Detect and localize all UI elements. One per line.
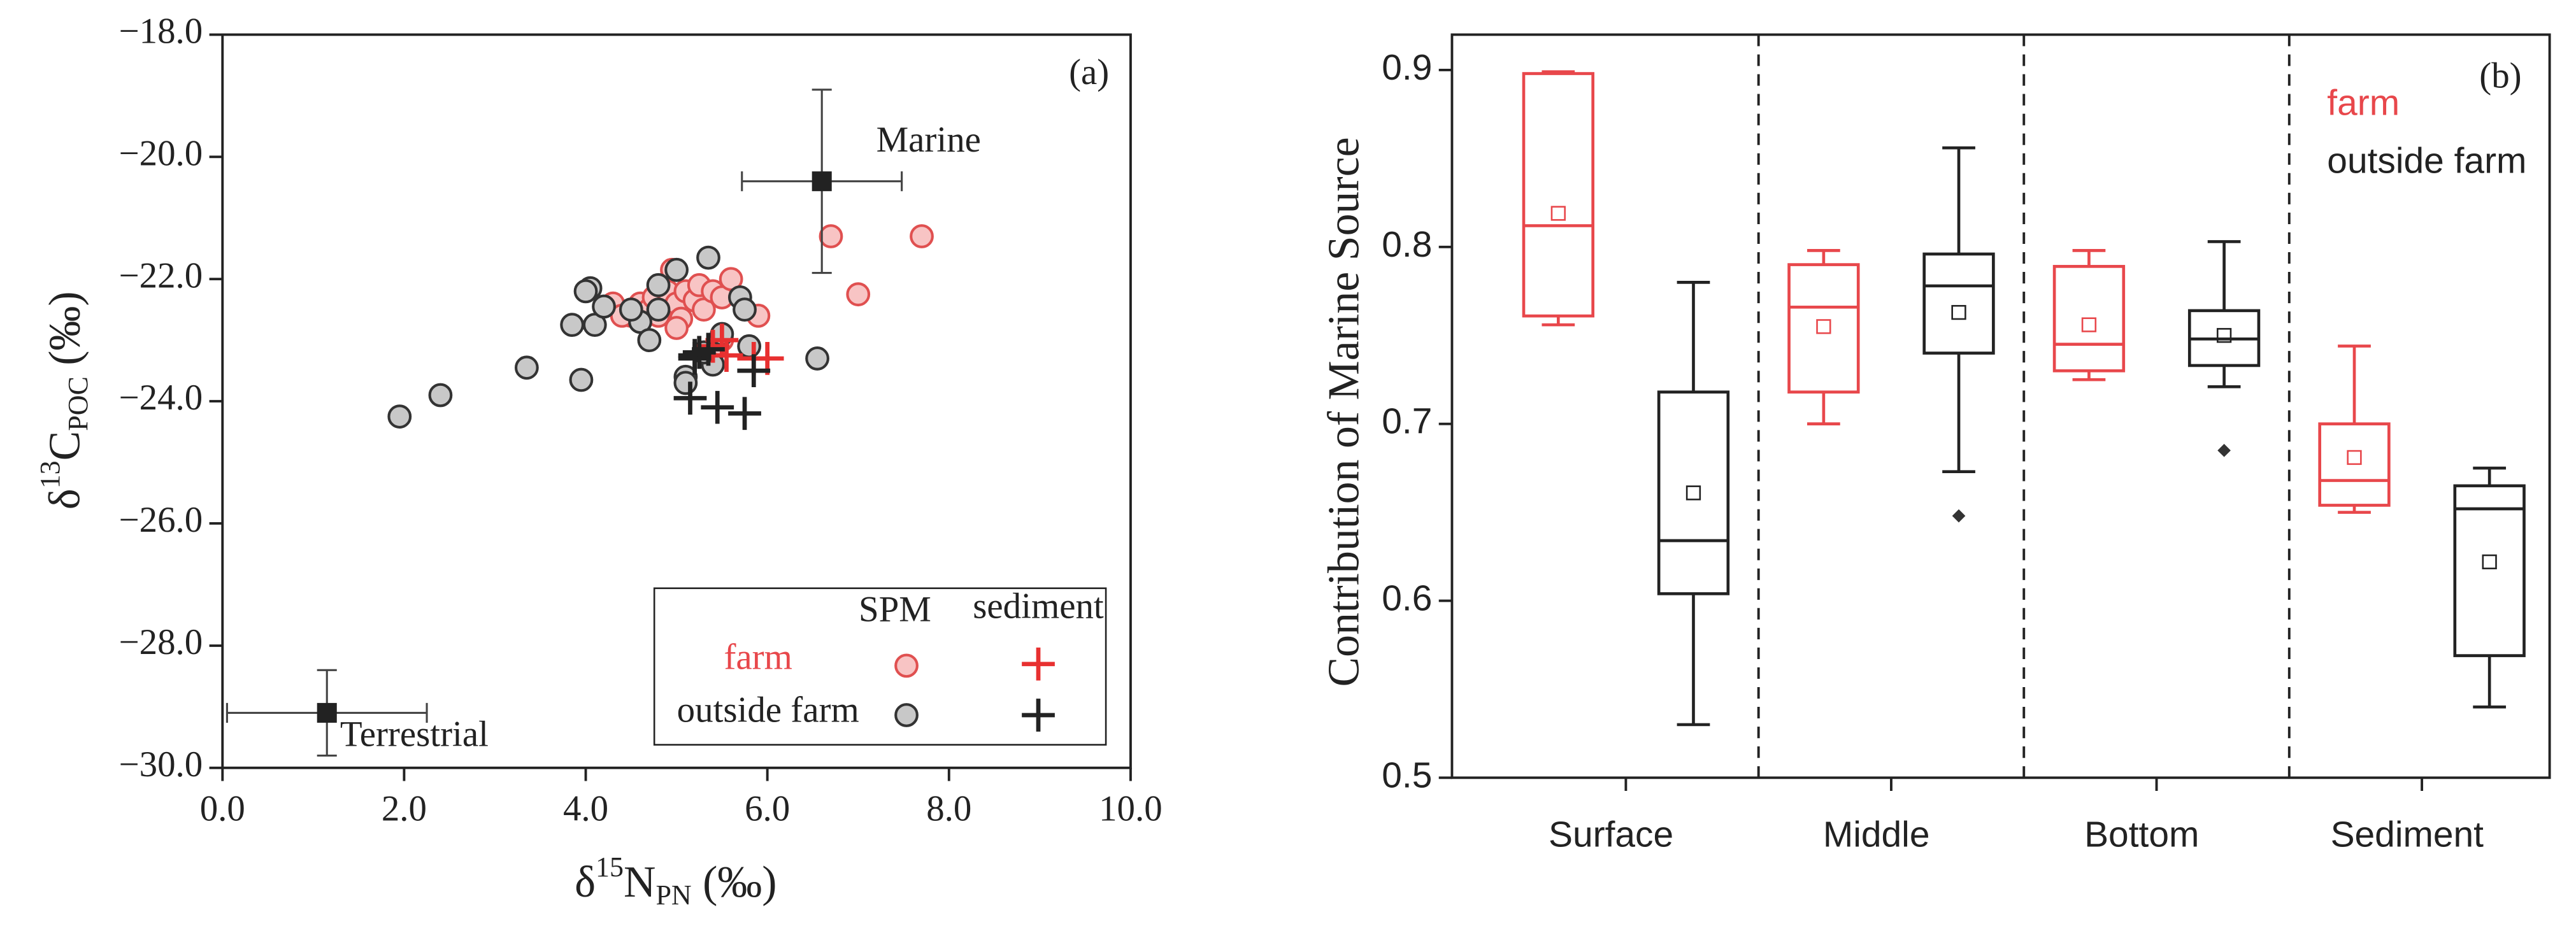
scatter-point [728, 397, 761, 430]
box [2453, 484, 2526, 657]
x-tick-label: Bottom [2084, 814, 2199, 855]
y-axis-label: δ13CPOC (‰) [34, 291, 94, 509]
legend-row: farm [724, 637, 792, 678]
panel-a: (a) SPM sediment farm outside farm δ15NP… [34, 11, 1163, 911]
legend-marker [1022, 647, 1055, 681]
label-part: (‰) [692, 858, 777, 907]
scatter-point [673, 371, 698, 395]
y-tick-label: 0.6 [1382, 578, 1432, 619]
outlier [2217, 443, 2231, 457]
label-part: 15 [596, 851, 624, 883]
panel-b: (b) Contribution of Marine Source 0.5 0.6… [1319, 33, 2551, 855]
scatter-point [701, 390, 734, 424]
panel-label: (b) [2479, 55, 2521, 96]
legend-marker [894, 653, 919, 678]
mean [1550, 206, 1566, 221]
label-part: PN [655, 879, 691, 911]
y-tick-label: −30.0 [119, 744, 203, 785]
box [1657, 390, 1730, 595]
y-axis-label: Contribution of Marine Source [1319, 137, 1368, 686]
end-member [812, 171, 832, 192]
x-tick-label: 6.0 [745, 789, 790, 829]
mean [1951, 304, 1966, 320]
y-tick-label: 0.5 [1382, 755, 1432, 795]
mean [2081, 317, 2097, 332]
box [1522, 72, 1594, 318]
x-tick-label: Sediment [2331, 814, 2484, 855]
label-part: δ [41, 488, 90, 509]
y-tick-label: 0.7 [1382, 401, 1432, 442]
mean [2347, 450, 2362, 466]
x-tick-label: 2.0 [382, 789, 427, 829]
scatter-point [710, 339, 743, 373]
scatter-point [805, 346, 829, 371]
x-tick-label: 8.0 [926, 789, 971, 829]
legend-label: farm [2327, 83, 2400, 124]
scatter-point [619, 297, 643, 322]
scatter-point [387, 404, 412, 429]
x-tick-label: 0.0 [200, 789, 245, 829]
scatter-point [846, 282, 871, 307]
annotation: Terrestrial [340, 714, 489, 754]
mean [1685, 485, 1701, 501]
y-tick-label: −24.0 [119, 378, 203, 418]
x-tick-label: Middle [1823, 814, 1930, 855]
panel-label: (a) [1069, 52, 1109, 92]
y-tick-label: −18.0 [119, 11, 203, 51]
label-part: N [624, 858, 655, 907]
legend-marker [1022, 699, 1055, 732]
legend-label: outside farm [2327, 140, 2526, 181]
legend-column: SPM [859, 590, 931, 630]
scatter-point [637, 328, 662, 353]
scatter-point [569, 367, 594, 392]
label-part: POC [62, 376, 94, 431]
x-tick-label: 10.0 [1099, 789, 1163, 829]
legend-marker [894, 703, 919, 727]
x-tick-label: Surface [1549, 814, 1673, 855]
scatter-point [819, 224, 843, 248]
scatter-point [573, 279, 598, 304]
scatter-point [910, 224, 934, 248]
end-member [317, 702, 337, 723]
label-part: δ [575, 858, 596, 907]
label-part: 13 [34, 460, 66, 488]
scatter-point [664, 257, 689, 282]
scatter-point [673, 381, 707, 415]
scatter-point [646, 297, 671, 322]
x-axis-label: δ15NPN (‰) [575, 851, 776, 911]
scatter-point [514, 355, 539, 380]
y-tick-label: −26.0 [119, 500, 203, 540]
scatter-point [560, 313, 585, 338]
scatter-point [733, 297, 757, 322]
box [1787, 263, 1860, 394]
y-tick-label: −20.0 [119, 133, 203, 173]
scatter-point [737, 354, 771, 387]
mean [2482, 554, 2497, 569]
scatter-point [592, 294, 616, 319]
legend-box [653, 587, 1107, 746]
y-tick-label: 0.8 [1382, 224, 1432, 265]
scatter-point [664, 316, 689, 340]
scatter-point [696, 245, 720, 270]
box [1922, 252, 1995, 355]
y-tick-label: 0.9 [1382, 47, 1432, 88]
scatter-point [428, 383, 453, 408]
y-tick-label: −28.0 [119, 622, 203, 662]
x-tick-label: 4.0 [563, 789, 608, 829]
scatter-point [646, 273, 671, 297]
mean [2216, 328, 2232, 343]
label-part: C [41, 431, 90, 461]
plot-frame [1450, 33, 2551, 779]
outlier [1952, 509, 1966, 523]
annotation: Marine [877, 120, 981, 160]
label-part: (‰) [41, 291, 90, 376]
legend-column: sediment [973, 586, 1104, 626]
scatter-point [678, 342, 712, 375]
legend-row: outside farm [677, 690, 859, 730]
mean [1816, 319, 1831, 334]
y-tick-label: −22.0 [119, 255, 203, 295]
